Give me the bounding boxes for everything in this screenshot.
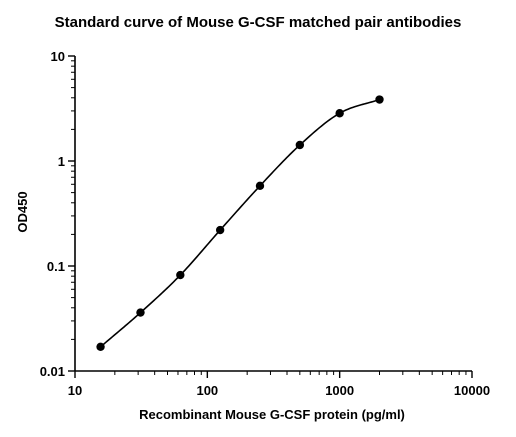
data-point [176, 270, 185, 280]
data-point [255, 181, 265, 191]
y-tick-label: 10 [51, 49, 65, 64]
axes [74, 56, 472, 372]
x-tick-label: 10000 [454, 383, 490, 398]
tick-marks [68, 55, 473, 378]
x-tick-label: 100 [196, 383, 218, 398]
data-point [335, 109, 344, 118]
x-tick-label: 10 [68, 383, 82, 398]
y-tick-label: 0.1 [47, 259, 65, 274]
data-point [215, 225, 225, 235]
tick-labels: 10 100 1000 10000 0.01 0.1 1 10 [40, 49, 490, 398]
y-tick-label: 0.01 [40, 364, 65, 379]
chart-title: Standard curve of Mouse G-CSF matched pa… [55, 14, 462, 31]
fit-curve [100, 98, 380, 348]
y-tick-label: 1 [58, 154, 65, 169]
y-axis-label: OD450 [15, 191, 30, 232]
data-points [96, 95, 384, 352]
data-point [96, 342, 105, 352]
data-point [295, 140, 305, 150]
data-point [375, 95, 384, 104]
x-tick-label: 1000 [325, 383, 354, 398]
data-point [136, 308, 145, 317]
x-axis-label: Recombinant Mouse G-CSF protein (pg/ml) [139, 407, 405, 422]
